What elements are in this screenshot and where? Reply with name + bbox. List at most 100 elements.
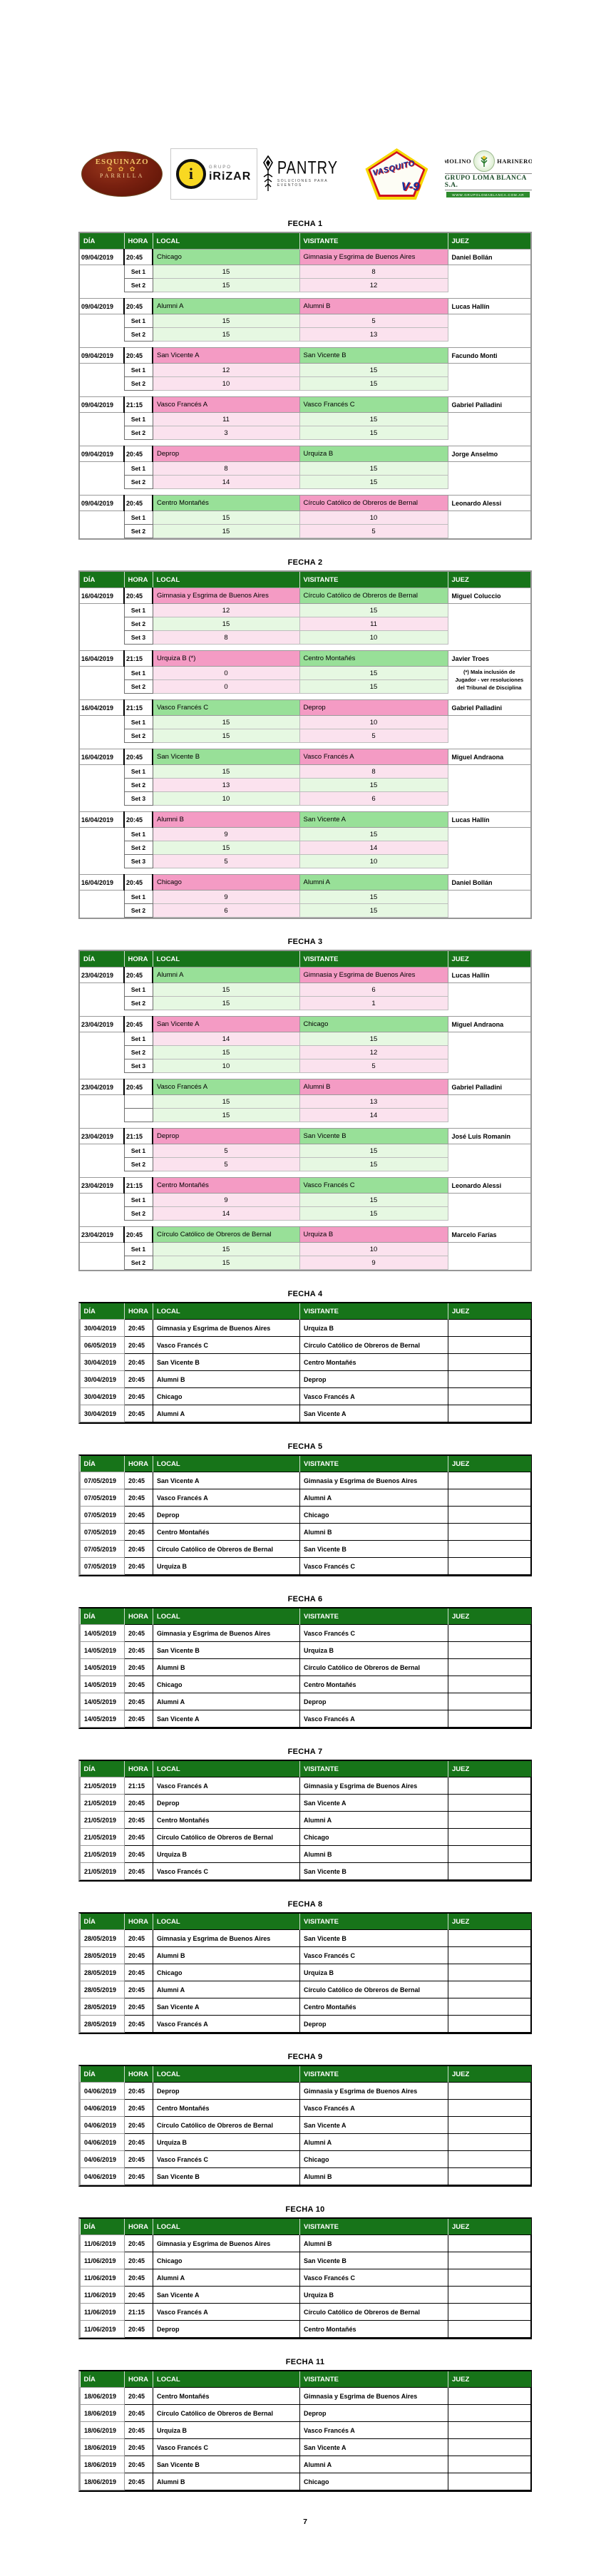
juez-cell: Lucas Hallín — [448, 811, 530, 828]
match-date: 23/04/2019 — [80, 1177, 125, 1194]
set-row: Set 1 15 5 — [80, 314, 530, 328]
fecha-section: FECHA 11 DÍA HORA LOCAL VISITANTE JUEZ 18/06/2… — [78, 2358, 532, 2492]
loma-blanca-website: WWW.GRUPOLOMABLANCA.COM.AR — [446, 192, 530, 197]
set-score-visitante: 10 — [299, 854, 448, 868]
match-row: 09/04/2019 21:15 Vasco Francés A Vasco Fran… — [80, 396, 530, 413]
fixture-row: 04/06/2019 20:45 Urquiza B Alumni A — [80, 2133, 531, 2151]
table-wrapper: DÍA HORA LOCAL VISITANTE JUEZ 21/05/2019 21:15… — [78, 1760, 532, 1882]
set-score-visitante: 10 — [299, 715, 448, 729]
local-team-cell: Deprop — [153, 1506, 300, 1524]
set-score-local: 9 — [152, 890, 300, 904]
set-score-visitante: 15 — [299, 1157, 448, 1171]
fixture-row: 18/06/2019 20:45 San Vicente B Alumni A — [80, 2456, 531, 2473]
juez-note-cell — [448, 1144, 530, 1171]
juez-cell — [448, 1862, 531, 1880]
fixture-row: 14/05/2019 20:45 Alumni B Círculo Católico … — [80, 1658, 531, 1676]
schedule-table: DÍA HORA LOCAL VISITANTE JUEZ 04/06/2019 20:45… — [80, 2066, 531, 2185]
match-date: 23/04/2019 — [80, 1079, 125, 1095]
set-row: Set 2 15 13 — [80, 327, 530, 342]
note-text: (*) Mala inclusión de — [463, 668, 515, 675]
schedule-table: DÍA HORA LOCAL VISITANTE JUEZ 11/06/2019 20:45… — [80, 2219, 531, 2338]
column-header-visitante: VISITANTE — [299, 1914, 448, 1930]
local-team-cell: Centro Montañés — [153, 2099, 300, 2117]
juez-cell — [448, 2167, 531, 2185]
column-header-juez: JUEZ — [448, 2371, 531, 2388]
match-time: 20:45 — [123, 347, 153, 364]
local-team-cell: San Vicente A — [153, 347, 300, 364]
set-score-visitante: 8 — [299, 764, 448, 779]
set-score-local: 0 — [152, 679, 300, 694]
visitante-team-cell: Urquiza B — [299, 446, 448, 462]
dia-cell: 11/06/2019 — [80, 2320, 125, 2338]
set-row: Set 2 3 15 — [80, 426, 530, 440]
local-team-cell: Vasco Francés A — [153, 1079, 300, 1095]
fixture-row: 07/05/2019 20:45 Deprop Chicago — [80, 1506, 531, 1524]
column-header-visitante: VISITANTE — [299, 2371, 448, 2388]
juez-cell — [448, 1981, 531, 1998]
blank-cell — [80, 426, 124, 440]
juez-note-cell — [448, 891, 530, 918]
set-score-local: 15 — [152, 982, 300, 997]
visitante-team-cell: Urquiza B — [299, 1226, 448, 1243]
fecha-section: FECHA 8 DÍA HORA LOCAL VISITANTE JUEZ 28/05/20… — [78, 1900, 532, 2034]
local-team-cell: Vasco Francés A — [153, 1777, 300, 1795]
column-header-row: DÍA HORA LOCAL VISITANTE JUEZ — [80, 1303, 531, 1320]
juez-cell — [448, 1794, 531, 1812]
blank-cell — [80, 1194, 124, 1207]
local-team-cell: Vasco Francés A — [153, 2015, 300, 2033]
local-team-cell: Urquiza B (*) — [153, 650, 300, 667]
fixture-row: 14/05/2019 20:45 San Vicente A Vasco Francé… — [80, 1710, 531, 1728]
fixture-row: 14/05/2019 20:45 Gimnasia y Esgrima de Bue… — [80, 1624, 531, 1642]
column-header-row: DÍA HORA LOCAL VISITANTE JUEZ — [80, 1761, 531, 1777]
match-row: 23/04/2019 20:45 Alumni A Gimnasia y Esgrim… — [80, 967, 530, 983]
set-label: Set 2 — [123, 524, 153, 538]
match-row: 23/04/2019 21:15 Deprop San Vicente B José L… — [80, 1128, 530, 1144]
set-score-local: 14 — [152, 1032, 300, 1046]
flower-icons: ✿ ✿ ✿ — [107, 165, 138, 173]
set-row: Set 2 15 14 — [80, 841, 530, 855]
set-label: Set 2 — [123, 426, 153, 440]
set-row: Set 2 15 5 — [80, 524, 530, 538]
juez-note-cell — [448, 765, 530, 806]
hora-cell: 20:45 — [124, 2438, 153, 2456]
logo-molino-loma-blanca: MOLINO HARINERO GRUPO LOMA BLANCA S.A. W… — [444, 148, 533, 200]
juez-cell: Gabriel Palladini — [448, 1079, 530, 1095]
dia-cell: 07/05/2019 — [80, 1506, 125, 1524]
logo-esquinazo-parrilla: ESQUINAZO ✿ ✿ ✿ PARRILLA — [78, 148, 165, 200]
column-header-hora: HORA — [124, 2371, 153, 2388]
column-header-row: DÍA HORA LOCAL VISITANTE JUEZ — [80, 1608, 531, 1625]
table-wrapper: DÍA HORA LOCAL VISITANTE JUEZ 04/06/2019 20:45… — [78, 2065, 532, 2187]
match-row: 23/04/2019 21:15 Centro Montañés Vasco Fran… — [80, 1177, 530, 1194]
set-row: Set 1 15 10 — [80, 715, 530, 729]
juez-cell — [448, 1540, 531, 1558]
visitante-team-cell: Centro Montañés — [299, 1676, 448, 1693]
fixture-row: 04/06/2019 20:45 Deprop Gimnasia y Esgrima … — [80, 2082, 531, 2100]
column-header-juez: JUEZ — [448, 1761, 531, 1777]
local-team-cell: Vasco Francés C — [153, 1862, 300, 1880]
local-team-cell: Círculo Católico de Obreros de Bernal — [153, 1540, 300, 1558]
spacer-cell — [80, 694, 530, 700]
set-score-visitante: 14 — [299, 1108, 448, 1122]
set-label: Set 1 — [123, 827, 153, 841]
column-header-juez: JUEZ — [448, 1456, 531, 1472]
match-spacer — [80, 645, 530, 651]
local-team-cell: Urquiza B — [153, 1845, 300, 1863]
juez-cell — [448, 1845, 531, 1863]
juez-note-cell — [448, 511, 530, 538]
hora-cell: 20:45 — [124, 1710, 153, 1728]
spacer-cell — [80, 440, 530, 446]
set-score-visitante: 11 — [299, 617, 448, 631]
visitante-team-cell: Gimnasia y Esgrima de Buenos Aires — [299, 249, 448, 265]
dia-cell: 04/06/2019 — [80, 2150, 125, 2168]
note-text: Jugador - ver resoluciones — [455, 677, 524, 684]
set-score-visitante: 5 — [299, 1059, 448, 1073]
irizar-card: i GRUPO iRiZAR — [170, 148, 257, 200]
set-score-local: 15 — [152, 278, 300, 292]
spacer-cell — [80, 1010, 530, 1017]
fecha-title: FECHA 7 — [287, 1748, 323, 1756]
set-label: Set 2 — [123, 729, 153, 743]
match-date: 23/04/2019 — [80, 1128, 125, 1144]
visitante-team-cell: Círculo Católico de Obreros de Bernal — [299, 1981, 448, 1998]
visitante-team-cell: Centro Montañés — [299, 2320, 448, 2338]
blank-cell — [80, 617, 124, 631]
